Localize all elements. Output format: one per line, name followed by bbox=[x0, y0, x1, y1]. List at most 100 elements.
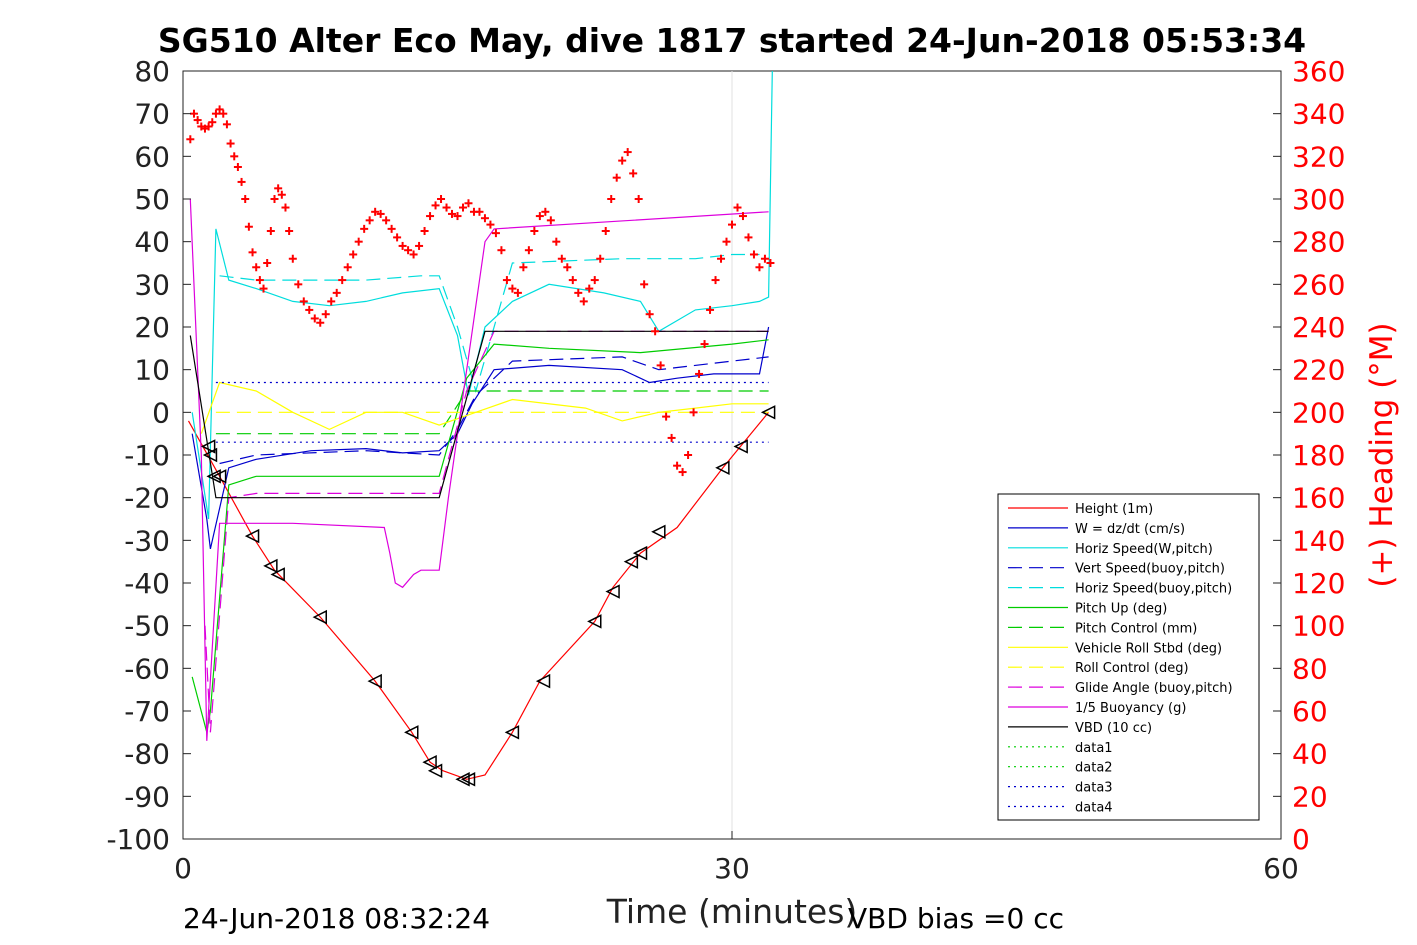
heading-point bbox=[420, 227, 429, 235]
x-axis-label: Time (minutes) bbox=[606, 892, 858, 931]
series-1-5-buoyancy-g bbox=[189, 198, 769, 741]
heading-point bbox=[204, 122, 213, 131]
heading-point bbox=[316, 318, 325, 327]
depth-marker bbox=[427, 763, 443, 778]
legend-item: VBD (10 cc) bbox=[1008, 721, 1152, 736]
heading-point bbox=[760, 254, 769, 263]
heading-point bbox=[310, 314, 319, 323]
heading-point bbox=[519, 263, 528, 272]
heading-point bbox=[546, 216, 555, 225]
heading-point bbox=[274, 184, 283, 193]
heading-markers bbox=[186, 105, 775, 477]
heading-point bbox=[186, 135, 195, 144]
legend-label: data1 bbox=[1075, 741, 1113, 756]
y-right-tick-label: 140 bbox=[1292, 524, 1345, 557]
depth-marker bbox=[651, 524, 666, 540]
heading-point bbox=[237, 177, 246, 186]
y-left-tick-label: 50 bbox=[134, 183, 170, 216]
heading-point bbox=[215, 105, 224, 114]
heading-point bbox=[585, 284, 594, 293]
heading-point bbox=[230, 152, 239, 161]
y-right-tick-label: 20 bbox=[1292, 780, 1328, 813]
legend-item: Height (1m) bbox=[1008, 502, 1153, 517]
footer-timestamp: 24-Jun-2018 08:32:24 bbox=[183, 902, 490, 935]
depth-marker bbox=[263, 558, 278, 574]
depth-marker bbox=[760, 405, 776, 420]
heading-point bbox=[211, 109, 220, 118]
heading-point bbox=[387, 224, 396, 233]
heading-point bbox=[497, 246, 506, 255]
legend-label: Horiz Speed(buoy,pitch) bbox=[1075, 582, 1232, 597]
legend-item: 1/5 Buoyancy (g) bbox=[1008, 701, 1186, 716]
x-tick-label: 30 bbox=[714, 852, 750, 885]
y-right-tick-label: 80 bbox=[1292, 652, 1328, 685]
y-left-tick-label: 60 bbox=[134, 140, 170, 173]
legend-item: data2 bbox=[1008, 761, 1113, 776]
legend-label: 1/5 Buoyancy (g) bbox=[1075, 701, 1186, 716]
heading-point bbox=[464, 199, 473, 208]
depth-marker bbox=[244, 528, 260, 544]
y-left-tick-label: 0 bbox=[152, 396, 170, 429]
legend-label: data3 bbox=[1075, 781, 1113, 796]
x-tick-label: 0 bbox=[174, 852, 192, 885]
y-right-tick-label: 300 bbox=[1292, 183, 1345, 216]
y-left-tick-label: 70 bbox=[134, 98, 170, 131]
heading-point bbox=[208, 118, 217, 127]
y-left-tick-label: 30 bbox=[134, 268, 170, 301]
y-right-axis-label: (+) Heading (°M) bbox=[1364, 322, 1400, 587]
heading-point bbox=[557, 254, 566, 263]
x-tick-label: 60 bbox=[1263, 852, 1299, 885]
heading-point bbox=[193, 116, 202, 125]
heading-point bbox=[667, 433, 676, 442]
heading-point bbox=[513, 288, 522, 297]
y-left-tick-label: 20 bbox=[134, 311, 170, 344]
y-right-tick-label: 200 bbox=[1292, 396, 1345, 429]
depth-marker bbox=[535, 673, 551, 689]
heading-point bbox=[618, 156, 627, 165]
heading-point bbox=[338, 276, 347, 285]
heading-point bbox=[305, 305, 314, 314]
heading-point bbox=[365, 216, 374, 225]
depth-marker bbox=[404, 725, 419, 740]
heading-point bbox=[733, 203, 742, 212]
y-right-tick-label: 160 bbox=[1292, 482, 1345, 515]
heading-point bbox=[263, 259, 272, 267]
heading-point bbox=[219, 109, 228, 118]
depth-marker bbox=[200, 439, 216, 454]
heading-point bbox=[241, 195, 250, 203]
depth-marker bbox=[270, 567, 285, 582]
y-left-tick-label: -30 bbox=[124, 524, 170, 557]
heading-point bbox=[376, 209, 385, 218]
legend-label: VBD (10 cc) bbox=[1075, 721, 1152, 736]
heading-point bbox=[453, 212, 462, 221]
heading-point bbox=[689, 408, 698, 417]
heading-point bbox=[645, 310, 654, 319]
heading-point bbox=[189, 109, 198, 118]
series-horiz-speed-buoy-pitch bbox=[219, 253, 760, 394]
heading-point bbox=[442, 203, 451, 212]
y-right-tick-label: 0 bbox=[1292, 823, 1310, 856]
heading-point bbox=[270, 195, 279, 203]
legend-item: Horiz Speed(W,pitch) bbox=[1008, 542, 1213, 557]
y-left-tick-label: -100 bbox=[106, 823, 170, 856]
heading-point bbox=[321, 310, 330, 319]
heading-point bbox=[244, 222, 253, 231]
heading-point bbox=[738, 212, 747, 221]
heading-point bbox=[524, 246, 533, 255]
legend-label: Vehicle Roll Stbd (deg) bbox=[1075, 641, 1222, 656]
legend-label: Glide Angle (buoy,pitch) bbox=[1075, 681, 1233, 696]
heading-point bbox=[343, 263, 352, 272]
heading-point bbox=[281, 203, 290, 212]
heading-point bbox=[222, 120, 231, 129]
heading-point bbox=[634, 195, 643, 203]
series-pitch-up-deg bbox=[191, 339, 769, 733]
series-pitch-control-mm bbox=[215, 390, 769, 435]
heading-point bbox=[596, 254, 605, 263]
heading-point bbox=[502, 276, 511, 285]
y-left-tick-label: -10 bbox=[124, 439, 170, 472]
depth-marker bbox=[202, 447, 218, 463]
heading-point bbox=[255, 276, 264, 285]
heading-point bbox=[579, 297, 588, 306]
depth-marker bbox=[211, 469, 227, 484]
heading-point bbox=[382, 216, 391, 225]
